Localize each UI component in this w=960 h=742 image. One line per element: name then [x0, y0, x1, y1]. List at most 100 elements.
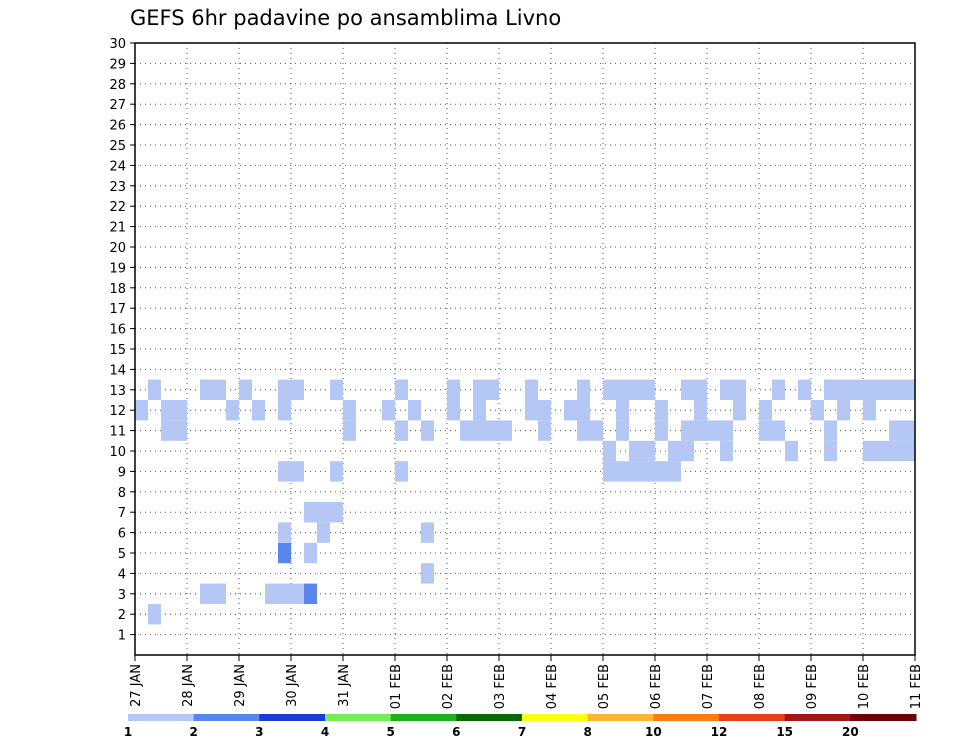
data-cell — [668, 461, 681, 482]
data-cell — [473, 400, 486, 421]
data-cell — [772, 420, 785, 441]
data-cell — [421, 563, 434, 584]
y-tick-label: 11 — [109, 425, 126, 440]
data-cell — [395, 420, 408, 441]
legend-swatch — [128, 714, 195, 721]
data-cell — [135, 400, 148, 421]
y-tick-label: 9 — [118, 465, 126, 480]
data-cell — [577, 400, 590, 421]
data-cell — [408, 400, 421, 421]
y-tick-label: 8 — [118, 486, 126, 501]
data-cell — [824, 440, 837, 462]
data-cells — [135, 379, 915, 625]
data-cell — [421, 522, 434, 543]
y-tick-label: 18 — [109, 282, 126, 297]
data-cell — [616, 379, 629, 400]
legend-swatch — [390, 714, 457, 721]
data-cell — [473, 420, 486, 441]
data-cell — [707, 420, 720, 441]
y-tick-label: 25 — [109, 139, 126, 154]
data-cell — [850, 379, 863, 400]
y-tick-label: 6 — [118, 527, 126, 542]
data-cell — [291, 583, 304, 604]
data-cell — [239, 379, 252, 400]
data-cell — [681, 379, 694, 400]
y-axis: 1234567891011121314151617181920212223242… — [109, 37, 135, 644]
legend-swatch — [193, 714, 260, 721]
y-tick-label: 17 — [109, 302, 126, 317]
data-cell — [317, 502, 330, 523]
data-cell — [343, 420, 356, 441]
data-cell — [616, 461, 629, 482]
y-tick-label: 30 — [109, 37, 126, 52]
data-cell — [824, 379, 837, 400]
legend-label: 12 — [711, 725, 728, 739]
data-cell — [278, 400, 291, 421]
data-cell — [161, 400, 174, 421]
data-cell — [629, 379, 642, 400]
data-cell — [278, 461, 291, 482]
data-cell — [759, 420, 772, 441]
data-cell — [694, 400, 707, 421]
data-cell — [694, 420, 707, 441]
data-cell — [265, 583, 278, 604]
data-cell — [291, 461, 304, 482]
x-axis: 27 JAN 28 JAN 29 JAN 30 JAN 31 JAN 01 FEB 02 F… — [129, 655, 924, 709]
data-cell — [616, 400, 629, 421]
y-tick-label: 10 — [109, 445, 126, 460]
data-cell — [200, 379, 213, 400]
data-cell — [642, 461, 655, 482]
data-cell — [304, 583, 317, 604]
data-cell — [486, 379, 499, 400]
data-cell — [720, 379, 733, 400]
data-cell — [304, 542, 317, 564]
x-tick-label: 04 FEB — [545, 664, 560, 709]
data-cell — [798, 379, 811, 400]
data-cell — [616, 420, 629, 441]
data-cell — [759, 400, 772, 421]
y-tick-label: 28 — [109, 78, 126, 93]
legend-label: 2 — [189, 725, 197, 739]
data-cell — [629, 461, 642, 482]
x-tick-label: 08 FEB — [753, 664, 768, 709]
data-cell — [499, 420, 512, 441]
legend-label: 1 — [124, 725, 132, 739]
data-cell — [148, 604, 161, 625]
data-cell — [213, 583, 226, 604]
data-cell — [655, 400, 668, 421]
data-cell — [603, 379, 616, 400]
y-tick-label: 7 — [118, 506, 126, 521]
data-cell — [304, 502, 317, 523]
y-tick-label: 5 — [118, 547, 126, 562]
y-tick-label: 2 — [118, 608, 126, 623]
legend-swatch — [522, 714, 589, 721]
data-cell — [473, 379, 486, 400]
data-cell — [655, 461, 668, 482]
data-cell — [317, 522, 330, 543]
data-cell — [343, 400, 356, 421]
y-tick-label: 21 — [109, 221, 126, 236]
data-cell — [278, 583, 291, 604]
legend-label: 3 — [255, 725, 263, 739]
y-tick-label: 15 — [109, 343, 126, 358]
y-tick-label: 27 — [109, 98, 126, 113]
data-cell — [382, 400, 395, 421]
data-cell — [460, 420, 473, 441]
data-cell — [174, 400, 187, 421]
data-cell — [538, 420, 551, 441]
legend-label: 8 — [583, 725, 591, 739]
data-cell — [200, 583, 213, 604]
data-cell — [161, 420, 174, 441]
x-tick-label: 01 FEB — [389, 664, 404, 709]
legend-label: 20 — [842, 725, 859, 739]
data-cell — [252, 400, 265, 421]
data-cell — [876, 379, 889, 400]
data-cell — [720, 440, 733, 462]
data-cell — [694, 379, 707, 400]
y-tick-label: 3 — [118, 588, 126, 603]
data-cell — [603, 461, 616, 482]
data-cell — [577, 379, 590, 400]
y-tick-label: 22 — [109, 200, 126, 215]
data-cell — [772, 379, 785, 400]
data-cell — [590, 420, 603, 441]
